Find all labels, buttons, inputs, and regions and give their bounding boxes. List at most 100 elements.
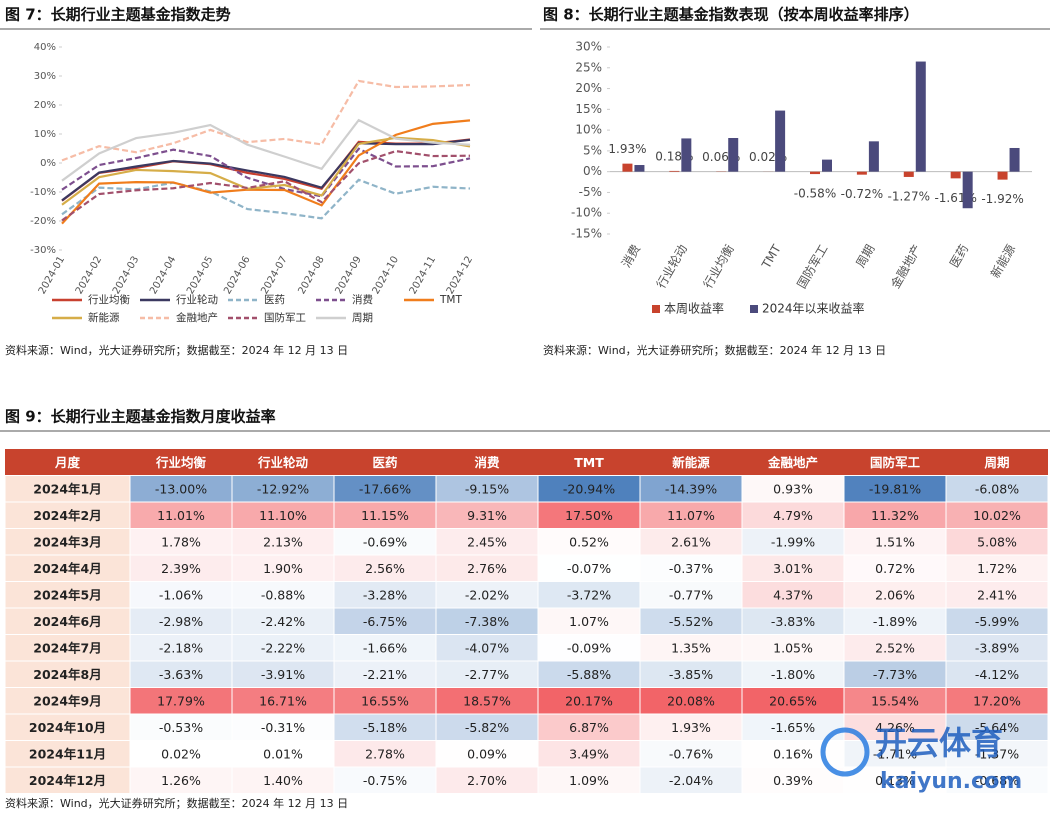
y-tick-label: 10% bbox=[575, 123, 602, 137]
cell-value: 1.78% bbox=[161, 534, 201, 549]
y-tick-label: -10% bbox=[571, 206, 602, 220]
cell-value: -1.99% bbox=[771, 534, 815, 549]
bar bbox=[634, 165, 644, 172]
series-line bbox=[62, 180, 470, 219]
row-header: 2024年6月 bbox=[33, 614, 102, 629]
row-header: 2024年8月 bbox=[33, 667, 102, 682]
cell-value: 4.79% bbox=[773, 508, 813, 523]
bar bbox=[681, 138, 691, 171]
legend-label: 行业均衡 bbox=[88, 293, 130, 306]
column-header: 国防军工 bbox=[870, 455, 921, 470]
column-header: 医药 bbox=[372, 455, 398, 470]
bar bbox=[916, 62, 926, 172]
legend-label: 新能源 bbox=[88, 311, 120, 324]
x-tick-label: 行业轮动 bbox=[654, 242, 690, 291]
cell-value: -3.83% bbox=[771, 614, 815, 629]
cell-value: 0.09% bbox=[467, 746, 507, 761]
cell-value: 1.72% bbox=[977, 561, 1017, 576]
bar bbox=[857, 172, 867, 175]
cell-value: -3.63% bbox=[159, 667, 203, 682]
cell-value: 17.79% bbox=[157, 693, 205, 708]
y-tick-label: 25% bbox=[575, 60, 602, 74]
legend-label: 2024年以来收益率 bbox=[762, 301, 865, 316]
cell-value: 2.56% bbox=[365, 561, 405, 576]
column-header: 消费 bbox=[474, 455, 500, 470]
cell-value: -13.00% bbox=[155, 481, 207, 496]
cell-value: 2.13% bbox=[263, 534, 303, 549]
row-header: 2024年5月 bbox=[33, 587, 102, 602]
bar bbox=[775, 111, 785, 172]
bar bbox=[1010, 148, 1020, 172]
legend-label: 医药 bbox=[264, 294, 285, 306]
cell-value: 2.61% bbox=[671, 534, 711, 549]
cell-value: 2.41% bbox=[977, 587, 1017, 602]
cell-value: 2.78% bbox=[365, 746, 405, 761]
cell-value: -0.69% bbox=[363, 534, 407, 549]
cell-value: 11.32% bbox=[871, 508, 919, 523]
cell-value: -4.12% bbox=[975, 667, 1019, 682]
cell-value: 1.90% bbox=[263, 561, 303, 576]
row-header: 2024年4月 bbox=[33, 561, 102, 576]
bar bbox=[669, 171, 679, 172]
cell-value: 1.35% bbox=[671, 640, 711, 655]
cell-value: 2.06% bbox=[875, 587, 915, 602]
cell-value: -2.21% bbox=[363, 667, 407, 682]
legend-label: 行业轮动 bbox=[176, 293, 218, 306]
cell-value: 20.17% bbox=[565, 693, 613, 708]
cell-value: 1.07% bbox=[569, 614, 609, 629]
y-tick-label: 20% bbox=[34, 100, 56, 111]
x-tick-label: 金融地产 bbox=[887, 242, 924, 291]
legend-label: 周期 bbox=[352, 312, 373, 324]
row-header: 2024年9月 bbox=[33, 693, 102, 708]
x-tick-label: 2024-05 bbox=[185, 255, 215, 297]
cell-value: -5.52% bbox=[669, 614, 713, 629]
cell-value: -3.89% bbox=[975, 640, 1019, 655]
cell-value: 0.93% bbox=[773, 481, 813, 496]
column-header: 行业轮动 bbox=[257, 455, 309, 470]
x-tick-label: 2024-12 bbox=[445, 255, 475, 297]
column-header: 月度 bbox=[54, 455, 81, 470]
bar bbox=[822, 160, 832, 172]
cell-value: 1.26% bbox=[161, 773, 201, 788]
bar bbox=[869, 141, 879, 171]
x-tick-label: 2024-04 bbox=[148, 255, 178, 297]
y-tick-label: -15% bbox=[571, 227, 602, 241]
legend-label: 金融地产 bbox=[176, 311, 218, 324]
cell-value: -0.75% bbox=[363, 773, 407, 788]
series-line bbox=[62, 138, 470, 205]
column-header: 新能源 bbox=[672, 455, 710, 470]
y-tick-label: 30% bbox=[34, 71, 56, 82]
cell-value: -1.80% bbox=[771, 667, 815, 682]
bar bbox=[810, 172, 820, 174]
cell-value: 1.05% bbox=[773, 640, 813, 655]
cell-value: 3.01% bbox=[773, 561, 813, 576]
cell-value: 5.08% bbox=[977, 534, 1017, 549]
x-tick-label: TMT bbox=[759, 242, 784, 272]
data-label: -1.27% bbox=[888, 189, 930, 203]
cell-value: 2.70% bbox=[467, 773, 507, 788]
chart-title: 图 7：长期行业主题基金指数走势 bbox=[5, 6, 231, 24]
y-tick-label: -20% bbox=[30, 216, 56, 227]
y-tick-label: 20% bbox=[575, 81, 602, 95]
cell-value: -4.07% bbox=[465, 640, 509, 655]
chart-title: 图 8：长期行业主题基金指数表现（按本周收益率排序） bbox=[543, 6, 919, 24]
cell-value: 17.20% bbox=[973, 693, 1021, 708]
data-label: 1.93% bbox=[608, 142, 646, 156]
row-header: 2024年12月 bbox=[29, 773, 106, 788]
cell-value: -3.28% bbox=[363, 587, 407, 602]
cell-value: 2.39% bbox=[161, 561, 201, 576]
legend-label: TMT bbox=[439, 294, 462, 306]
cell-value: -2.77% bbox=[465, 667, 509, 682]
bar bbox=[951, 172, 961, 179]
cell-value: -17.66% bbox=[359, 481, 411, 496]
cell-value: 0.16% bbox=[773, 746, 813, 761]
cell-value: -1.65% bbox=[771, 720, 815, 735]
column-header: 周期 bbox=[984, 455, 1009, 470]
y-tick-label: 40% bbox=[34, 42, 56, 53]
cell-value: -2.04% bbox=[669, 773, 713, 788]
source-note: 资料来源：Wind，光大证券研究所；数据截至：2024 年 12 月 13 日 bbox=[5, 796, 348, 810]
cell-value: -2.98% bbox=[159, 614, 203, 629]
legend-label: 消费 bbox=[352, 293, 373, 306]
cell-value: -5.18% bbox=[363, 720, 407, 735]
cell-value: -1.89% bbox=[873, 614, 917, 629]
